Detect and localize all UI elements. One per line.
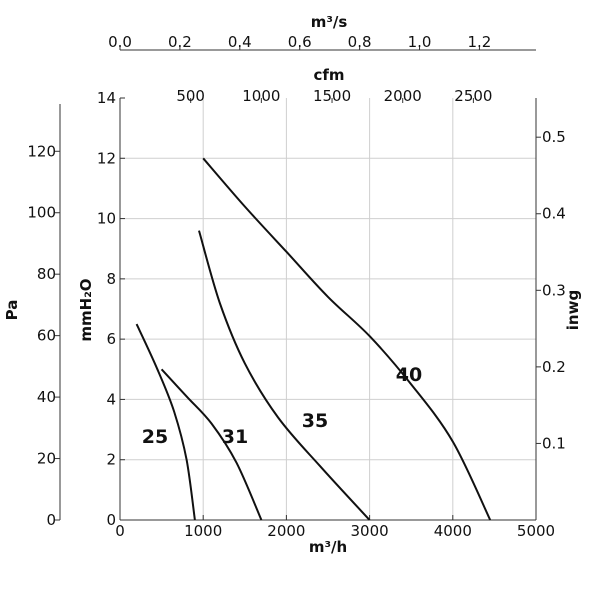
- curve-size-40: [202, 157, 492, 521]
- pa-tick-label: 60: [37, 327, 56, 345]
- curve-size-31: [160, 368, 263, 521]
- x-tick-label: 2000: [267, 522, 305, 540]
- pa-tick-label: 40: [37, 388, 56, 406]
- y-tick-label: 0: [106, 511, 116, 529]
- y-tick-label: 4: [106, 390, 116, 408]
- cfm-tick-label: 1500: [313, 87, 351, 105]
- pa-tick-label: 100: [27, 204, 56, 222]
- top-tick-label: 0.0: [108, 33, 132, 51]
- pa-tick-label: 120: [27, 142, 56, 160]
- curve-label-31: 31: [222, 426, 248, 448]
- curve-labels: 25 31 35 40: [142, 364, 422, 448]
- cfm-tick-label: 2000: [384, 87, 422, 105]
- y-tick-label: 14: [97, 89, 116, 107]
- performance-curves: [135, 157, 492, 521]
- inwg-tick-label: 0.4: [542, 205, 566, 223]
- inwg-tick-label: 0.5: [542, 128, 566, 146]
- top-tick-label: 1.2: [467, 33, 491, 51]
- x-tick-label: 5000: [517, 522, 555, 540]
- x-tick-label: 1000: [184, 522, 222, 540]
- curve-size-25: [135, 323, 196, 521]
- top-tick-label: 0.8: [348, 33, 372, 51]
- pa-tick-label: 80: [37, 265, 56, 283]
- x-tick-label: 0: [115, 522, 125, 540]
- curve-size-35: [198, 230, 371, 521]
- top-tick-label: 0.6: [288, 33, 312, 51]
- y-tick-label: 2: [106, 451, 116, 469]
- y-axis-title-mmh2o: mmH₂O: [77, 278, 95, 341]
- pa-axis-title: Pa: [3, 300, 21, 321]
- x-tick-label: 3000: [351, 522, 389, 540]
- y-tick-label: 8: [106, 270, 116, 288]
- inwg-tick-label: 0.2: [542, 358, 566, 376]
- top-tick-label: 0.2: [168, 33, 192, 51]
- top-axis-title-m3s: m³/s: [311, 13, 348, 31]
- top-tick-label: 0.4: [228, 33, 252, 51]
- cfm-tick-label: 500: [176, 87, 205, 105]
- y-tick-label: 12: [97, 149, 116, 167]
- y-tick-label: 6: [106, 330, 116, 348]
- x-axis-title-m3h: m³/h: [309, 538, 347, 556]
- inwg-tick-label: 0.3: [542, 281, 566, 299]
- x-tick-label: 4000: [434, 522, 472, 540]
- grid: [120, 98, 536, 520]
- curve-label-35: 35: [302, 410, 328, 432]
- cfm-tick-label: 1000: [242, 87, 280, 105]
- cfm-axis-title: cfm: [313, 66, 344, 84]
- curve-label-25: 25: [142, 426, 168, 448]
- inwg-tick-label: 0.1: [542, 434, 566, 452]
- curve-label-40: 40: [396, 364, 422, 386]
- inwg-axis-title: inwg: [564, 290, 582, 330]
- pa-tick-label: 0: [46, 511, 56, 529]
- cfm-tick-label: 2500: [454, 87, 492, 105]
- y-tick-label: 10: [97, 210, 116, 228]
- pa-tick-label: 20: [37, 450, 56, 468]
- top-tick-label: 1.0: [408, 33, 432, 51]
